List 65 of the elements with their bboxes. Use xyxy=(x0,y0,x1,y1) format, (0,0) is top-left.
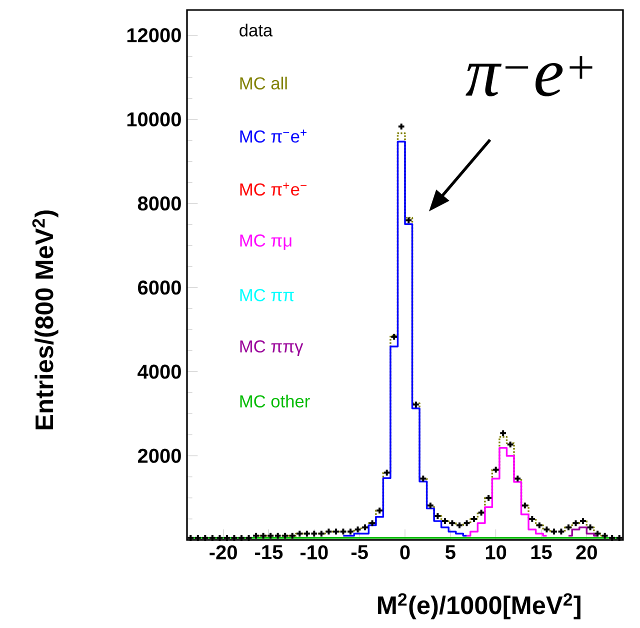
point xyxy=(296,530,304,538)
legend-label: MC ππ xyxy=(240,288,294,302)
point xyxy=(492,466,500,474)
point xyxy=(520,502,529,510)
point xyxy=(462,519,471,528)
x-tick-label: 15 xyxy=(531,545,552,560)
point xyxy=(376,506,384,514)
point xyxy=(426,502,434,510)
y-tick-label: 12000 xyxy=(127,28,181,42)
y-tick-label: 10000 xyxy=(127,112,181,126)
text: data xyxy=(240,24,273,36)
text: MC ππγ xyxy=(240,340,304,356)
x-tick-label: 10 xyxy=(486,545,506,560)
point xyxy=(600,532,609,540)
x-tick-label: -10 xyxy=(300,545,328,560)
point xyxy=(456,521,464,530)
point xyxy=(477,508,486,517)
point xyxy=(281,532,290,540)
point xyxy=(499,429,508,438)
point xyxy=(448,519,456,528)
point xyxy=(579,517,587,525)
point xyxy=(259,532,268,540)
point xyxy=(382,468,391,477)
x-tick-label: -5 xyxy=(351,545,368,560)
text: MC πμ xyxy=(240,234,292,250)
y-tick-label: 4000 xyxy=(138,364,181,379)
point xyxy=(412,400,420,408)
point xyxy=(594,530,602,538)
point xyxy=(404,216,413,224)
text: MC other xyxy=(240,394,310,408)
point xyxy=(252,532,260,540)
point xyxy=(318,530,326,538)
annotation: π$^{−}$e$^{+}$ xyxy=(466,56,592,96)
point xyxy=(368,519,376,528)
y-tick-label: 8000 xyxy=(138,196,181,211)
point xyxy=(564,523,572,532)
x-tick-label: 5 xyxy=(445,545,456,560)
point xyxy=(288,532,296,540)
point xyxy=(266,532,274,540)
point xyxy=(361,523,369,532)
point xyxy=(274,532,282,540)
point xyxy=(441,517,449,525)
x-axis-title: M$^{2}$(e)/1000[MeV$^{2}$] xyxy=(378,593,580,620)
point xyxy=(586,523,594,532)
x-tick-label: 20 xyxy=(576,545,597,560)
x-tick-label: 0 xyxy=(400,545,410,560)
point xyxy=(470,515,478,523)
y-tick-label: 6000 xyxy=(138,280,181,295)
point xyxy=(354,526,362,534)
point xyxy=(397,122,406,130)
point xyxy=(302,530,311,538)
point xyxy=(528,515,536,523)
x-tick-label: -15 xyxy=(255,545,283,560)
y-tick-label: 2000 xyxy=(138,448,181,463)
y-axis-title: Entries/(800 MeV$^{2}$) xyxy=(32,210,58,430)
point xyxy=(572,519,580,528)
point xyxy=(310,530,318,538)
text: MC all xyxy=(240,76,287,90)
point xyxy=(434,512,442,520)
legend-label: MC π$^{+}$e$^{−}$ xyxy=(240,182,306,196)
text: MC π$^{−}$e$^{+}$ xyxy=(240,130,306,143)
point xyxy=(542,526,551,534)
point xyxy=(390,332,398,341)
point xyxy=(506,440,514,448)
x-tick-label: -20 xyxy=(210,545,237,560)
